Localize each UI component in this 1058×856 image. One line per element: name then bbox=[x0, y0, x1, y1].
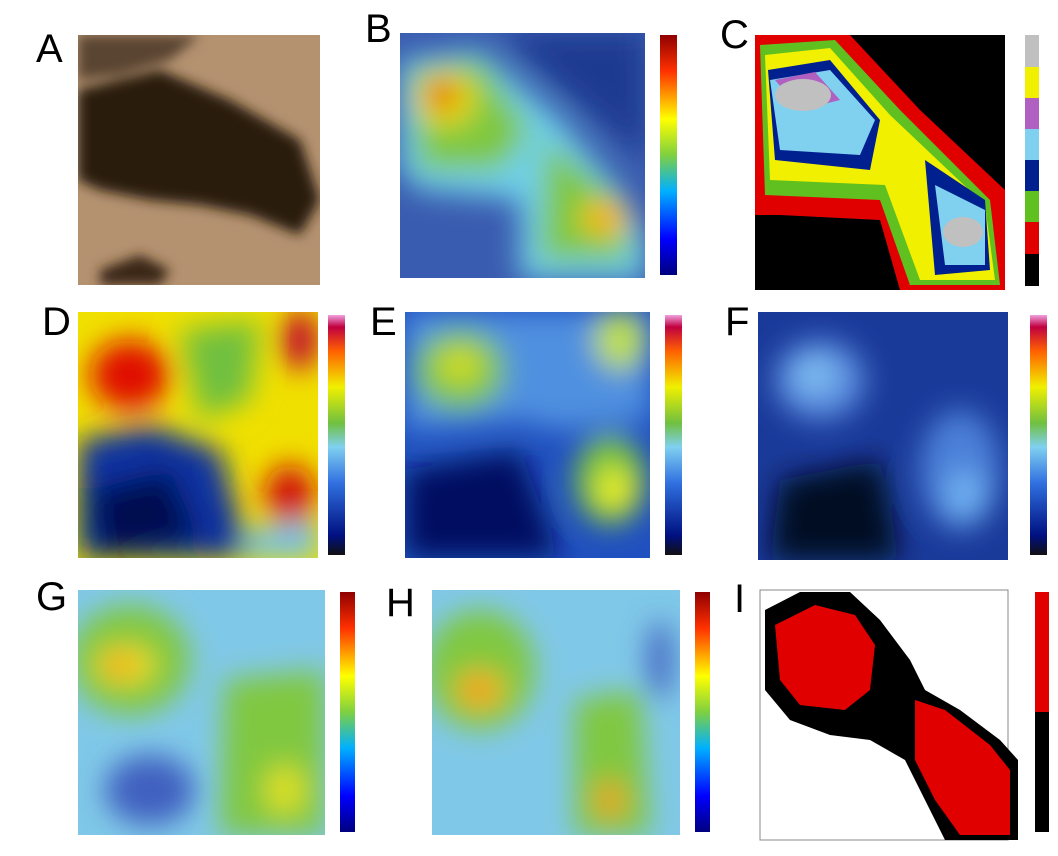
panel-label: G bbox=[36, 575, 67, 619]
panel-label: B bbox=[365, 7, 392, 51]
panel-b-map bbox=[400, 33, 645, 280]
panel-label: D bbox=[42, 300, 71, 344]
panel-label: F bbox=[725, 300, 749, 344]
map-shape bbox=[265, 765, 305, 815]
colorbar bbox=[695, 592, 710, 832]
panel-h-map bbox=[425, 590, 680, 835]
map-shape bbox=[648, 620, 672, 700]
map-shape bbox=[105, 755, 195, 825]
map-shape bbox=[282, 310, 318, 370]
map-shape bbox=[1025, 254, 1039, 286]
panel-label: E bbox=[370, 300, 397, 344]
panel-g-map bbox=[70, 590, 325, 835]
map-shape bbox=[595, 210, 615, 226]
map-shape bbox=[1025, 98, 1039, 129]
map-shape bbox=[595, 780, 625, 820]
colorbar bbox=[665, 315, 682, 555]
colorbar bbox=[340, 592, 355, 832]
panel-label: I bbox=[734, 577, 745, 621]
panel-label: C bbox=[720, 13, 749, 57]
map-shape bbox=[1025, 67, 1039, 98]
map-shape bbox=[1035, 712, 1049, 832]
page: A B C D bbox=[0, 0, 1058, 856]
map-shape bbox=[440, 350, 480, 380]
panel-e-map bbox=[405, 310, 650, 558]
colorbar-discrete bbox=[1025, 35, 1039, 286]
map-shape bbox=[220, 670, 325, 835]
figure: A B C D bbox=[0, 0, 1058, 856]
panel-d-map bbox=[78, 310, 318, 558]
map-shape bbox=[427, 80, 457, 110]
map-shape bbox=[468, 682, 488, 698]
panel-f-map bbox=[758, 312, 1008, 560]
colorbar bbox=[660, 35, 677, 275]
map-shape bbox=[1025, 35, 1039, 67]
map-shape bbox=[90, 340, 170, 410]
map-shape bbox=[1025, 222, 1039, 254]
panel-a-image bbox=[78, 35, 320, 285]
map-shape bbox=[595, 310, 645, 370]
panel-i-map bbox=[760, 590, 1018, 840]
map-shape bbox=[265, 465, 315, 525]
colorbar bbox=[328, 315, 345, 555]
map-shape bbox=[1025, 160, 1039, 191]
map-shape bbox=[795, 357, 835, 393]
map-shape bbox=[108, 657, 132, 673]
map-shape bbox=[943, 217, 983, 247]
map-shape bbox=[775, 79, 831, 111]
panel-label: A bbox=[36, 27, 63, 71]
map-shape bbox=[597, 470, 633, 510]
panel-c-map bbox=[755, 35, 1005, 290]
colorbar bbox=[1030, 315, 1047, 555]
map-shape bbox=[1035, 592, 1049, 712]
colorbar-binary bbox=[1035, 592, 1049, 832]
map-shape bbox=[1025, 191, 1039, 222]
map-shape bbox=[1025, 129, 1039, 160]
map-shape bbox=[945, 470, 985, 520]
panel-label: H bbox=[386, 581, 415, 625]
